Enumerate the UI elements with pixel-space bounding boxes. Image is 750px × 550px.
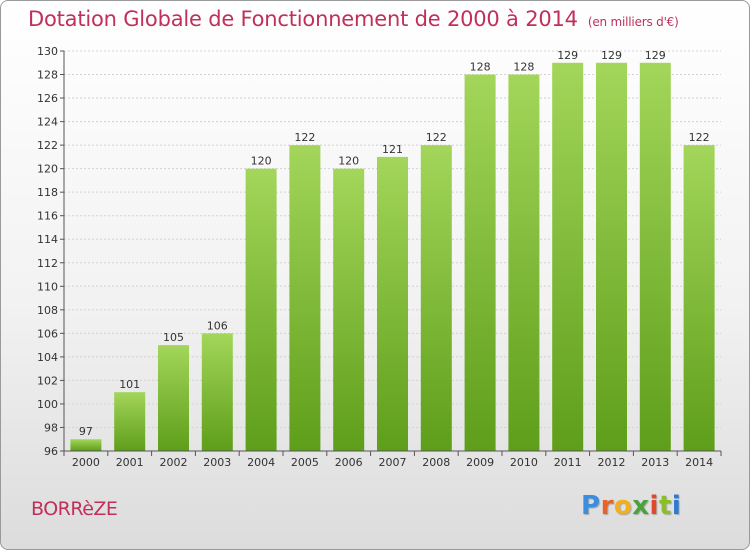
value-label: 101 [119, 378, 140, 391]
value-label: 105 [163, 331, 184, 344]
y-tick-label: 116 [37, 210, 58, 223]
x-tick-label: 2005 [291, 456, 319, 469]
logo-letter: r [600, 491, 614, 521]
bar-2007 [377, 156, 408, 451]
logo-letter: t [658, 491, 672, 521]
title-text: Dotation Globale de Fonctionnement de 20… [28, 7, 578, 31]
x-tick-label: 2002 [160, 456, 188, 469]
bar-2014 [683, 145, 715, 451]
x-tick-label: 2014 [685, 456, 713, 469]
bar-2000 [70, 439, 102, 451]
x-tick-label: 2003 [203, 456, 231, 469]
logo-letter: i [649, 491, 659, 521]
value-label: 129 [557, 49, 578, 62]
bar-2010 [508, 74, 540, 451]
value-label: 121 [382, 143, 403, 156]
y-tick-label: 108 [37, 304, 58, 317]
bar-2001 [114, 392, 146, 451]
bar-2006 [333, 168, 365, 451]
y-tick-label: 100 [37, 398, 58, 411]
bar-2009 [464, 74, 496, 451]
value-label: 97 [79, 425, 93, 438]
value-label: 122 [689, 131, 710, 144]
y-tick-label: 128 [37, 69, 58, 82]
x-tick-label: 2000 [72, 456, 100, 469]
proxiti-logo: Proxiti [581, 491, 681, 521]
x-tick-label: 2011 [554, 456, 582, 469]
bar-2004 [245, 168, 277, 451]
y-tick-label: 126 [37, 92, 58, 105]
logo-letter: i [671, 491, 682, 521]
x-tick-label: 2008 [422, 456, 450, 469]
y-tick-label: 98 [44, 421, 58, 434]
y-tick-label: 96 [44, 445, 58, 458]
x-tick-label: 2001 [116, 456, 144, 469]
x-tick-label: 2013 [641, 456, 669, 469]
bar-2003 [201, 333, 233, 451]
commune-name: BORRèZE [31, 498, 118, 520]
chart-subtitle: (en milliers d'€) [587, 15, 679, 29]
bar-2002 [158, 345, 189, 451]
value-label: 120 [251, 155, 272, 168]
y-tick-label: 122 [37, 139, 58, 152]
logo-letter: P [581, 491, 601, 521]
bar-2011 [552, 62, 584, 451]
value-label: 128 [513, 61, 534, 74]
y-tick-label: 110 [37, 280, 58, 293]
value-label: 120 [338, 155, 359, 168]
y-tick-label: 102 [37, 374, 58, 387]
x-tick-label: 2004 [247, 456, 275, 469]
value-label: 106 [207, 319, 228, 332]
axes-layer: 96 98 100 102 104 106 108 110 112 114 116 118 120 122… [37, 45, 722, 469]
logo-letter: o [613, 491, 633, 521]
y-tick-label: 106 [37, 327, 58, 340]
y-tick-label: 114 [37, 233, 58, 246]
y-tick-label: 112 [37, 257, 58, 270]
x-tick-label: 2012 [598, 456, 626, 469]
bar-2013 [639, 62, 671, 451]
value-label: 128 [470, 61, 491, 74]
chart-title: Dotation Globale de Fonctionnement de 20… [28, 7, 679, 31]
bar-2012 [596, 62, 627, 451]
x-tick-label: 2010 [510, 456, 538, 469]
bar-2005 [289, 145, 321, 451]
bars-layer: 97 101 105 106 120 122 120 121 122 128 128 129 129 12… [70, 49, 715, 451]
value-label: 129 [601, 49, 622, 62]
x-tick-label: 2006 [335, 456, 363, 469]
x-tick-label: 2009 [466, 456, 494, 469]
bar-2008 [420, 145, 452, 451]
logo-letter: x [632, 491, 650, 521]
y-tick-label: 130 [37, 45, 58, 58]
y-tick-label: 120 [37, 163, 58, 176]
y-tick-label: 118 [37, 186, 58, 199]
value-label: 129 [645, 49, 666, 62]
value-label: 122 [294, 131, 315, 144]
x-tick-label: 2007 [379, 456, 407, 469]
y-tick-label: 124 [37, 116, 58, 129]
y-tick-label: 104 [37, 351, 58, 364]
value-label: 122 [426, 131, 447, 144]
